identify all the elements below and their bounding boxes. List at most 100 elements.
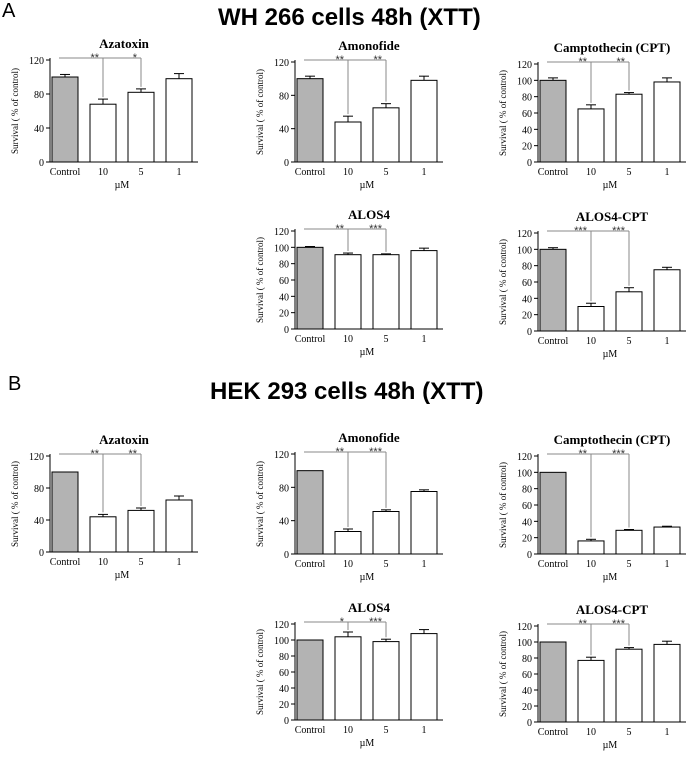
y-tick-label: 80 xyxy=(34,90,44,101)
bar-control xyxy=(296,78,324,163)
y-tick-label: 40 xyxy=(34,124,44,135)
bar-control xyxy=(296,246,324,330)
x-tick-label: 5 xyxy=(627,727,632,738)
x-tick-label: 1 xyxy=(665,727,670,738)
panel-letter-b: B xyxy=(8,373,22,395)
y-axis-label: Survival ( % of control) xyxy=(498,239,508,325)
chart-a-azatoxin: Azatoxin 0 40 80 120 Survival ( % of control)… xyxy=(10,36,198,191)
bar-10 xyxy=(577,108,605,163)
x-tick-label: 5 xyxy=(384,167,389,178)
y-tick-label: 60 xyxy=(279,276,289,287)
x-axis-label: µM xyxy=(360,347,375,358)
y-tick-label: 0 xyxy=(39,158,44,169)
x-tick-label: 5 xyxy=(384,559,389,570)
x-tick-label: Control xyxy=(50,557,81,568)
x-tick-label: 10 xyxy=(343,559,353,570)
y-tick-label: 80 xyxy=(279,91,289,102)
y-tick-label: 80 xyxy=(279,652,289,663)
bar-5 xyxy=(127,91,155,163)
bar-1 xyxy=(410,633,438,721)
bar-10 xyxy=(577,659,605,723)
x-tick-label: 10 xyxy=(343,725,353,736)
y-tick-label: 0 xyxy=(527,718,532,729)
x-tick-label: 1 xyxy=(422,334,427,345)
y-tick-label: 120 xyxy=(274,227,289,238)
chart-a-alos4: ALOS4 0 20 40 60 80 100 120 Survival ( % of cont… xyxy=(255,207,443,358)
significance-label: ** xyxy=(335,446,344,458)
x-tick-label: 5 xyxy=(627,167,632,178)
x-axis-label: µM xyxy=(603,740,618,751)
y-tick-label: 100 xyxy=(274,636,289,647)
x-tick-label: 10 xyxy=(586,336,596,347)
chart-title: ALOS4 xyxy=(348,600,390,615)
y-tick-label: 120 xyxy=(274,620,289,631)
bar-5 xyxy=(372,107,400,163)
y-tick-label: 20 xyxy=(279,700,289,711)
panel-title-b: HEK 293 cells 48h (XTT) xyxy=(210,378,484,405)
y-tick-label: 120 xyxy=(517,622,532,633)
y-tick-label: 80 xyxy=(34,484,44,495)
y-axis-label: Survival ( % of control) xyxy=(498,631,508,717)
chart-b-alos4: ALOS4 0 20 40 60 80 100 120 Survival ( % of cont… xyxy=(255,600,443,749)
chart-title: Amonofide xyxy=(338,430,400,445)
y-tick-label: 0 xyxy=(284,550,289,561)
bar-10 xyxy=(334,121,362,163)
x-tick-label: 1 xyxy=(665,167,670,178)
significance-label: *** xyxy=(574,225,588,237)
x-tick-label: 1 xyxy=(177,557,182,568)
x-tick-label: Control xyxy=(538,336,569,347)
y-tick-label: 20 xyxy=(522,702,532,713)
significance-label: ** xyxy=(616,56,625,68)
x-tick-label: Control xyxy=(295,334,326,345)
y-tick-label: 120 xyxy=(517,229,532,240)
y-tick-label: 40 xyxy=(279,125,289,136)
significance-label: ** xyxy=(335,223,344,235)
y-tick-label: 40 xyxy=(34,516,44,527)
y-tick-label: 40 xyxy=(522,294,532,305)
bar-5 xyxy=(615,93,643,163)
y-tick-label: 40 xyxy=(522,686,532,697)
x-axis-label: µM xyxy=(115,570,130,581)
x-tick-label: 10 xyxy=(586,727,596,738)
y-tick-label: 20 xyxy=(522,142,532,153)
y-tick-label: 100 xyxy=(517,468,532,479)
y-tick-label: 0 xyxy=(284,325,289,336)
significance-label: ** xyxy=(578,448,587,460)
significance-label: ** xyxy=(335,54,344,66)
x-tick-label: 5 xyxy=(139,167,144,178)
x-tick-label: 1 xyxy=(665,336,670,347)
y-tick-label: 0 xyxy=(527,327,532,338)
y-tick-label: 80 xyxy=(522,262,532,273)
significance-label: ** xyxy=(128,448,137,460)
bar-1 xyxy=(165,78,193,163)
x-tick-label: 1 xyxy=(422,167,427,178)
y-tick-label: 120 xyxy=(29,452,44,463)
y-tick-label: 60 xyxy=(522,109,532,120)
x-tick-label: 1 xyxy=(177,167,182,178)
x-tick-label: 1 xyxy=(422,725,427,736)
y-tick-label: 60 xyxy=(522,278,532,289)
bar-control xyxy=(539,641,567,723)
y-tick-label: 60 xyxy=(522,501,532,512)
y-tick-label: 40 xyxy=(522,517,532,528)
x-tick-label: 10 xyxy=(98,557,108,568)
y-tick-label: 120 xyxy=(517,452,532,463)
bar-control xyxy=(539,471,567,555)
x-tick-label: Control xyxy=(295,167,326,178)
chart-a-camptothecin: Camptothecin (CPT) 0 20 40 60 80 100 120 Surviva… xyxy=(498,40,686,191)
significance-label: ** xyxy=(90,448,99,460)
y-tick-label: 0 xyxy=(284,158,289,169)
bar-1 xyxy=(653,81,681,163)
y-tick-label: 80 xyxy=(279,483,289,494)
bar-5 xyxy=(127,509,155,553)
y-axis-label: Survival ( % of control) xyxy=(255,237,265,323)
x-tick-label: Control xyxy=(538,727,569,738)
x-tick-label: Control xyxy=(50,167,81,178)
y-axis-label: Survival ( % of control) xyxy=(255,69,265,155)
x-tick-label: 1 xyxy=(422,559,427,570)
y-tick-label: 80 xyxy=(522,654,532,665)
bar-control xyxy=(296,639,324,721)
chart-title: ALOS4-CPT xyxy=(576,602,649,617)
chart-title: Amonofide xyxy=(338,38,400,53)
y-tick-label: 80 xyxy=(522,93,532,104)
